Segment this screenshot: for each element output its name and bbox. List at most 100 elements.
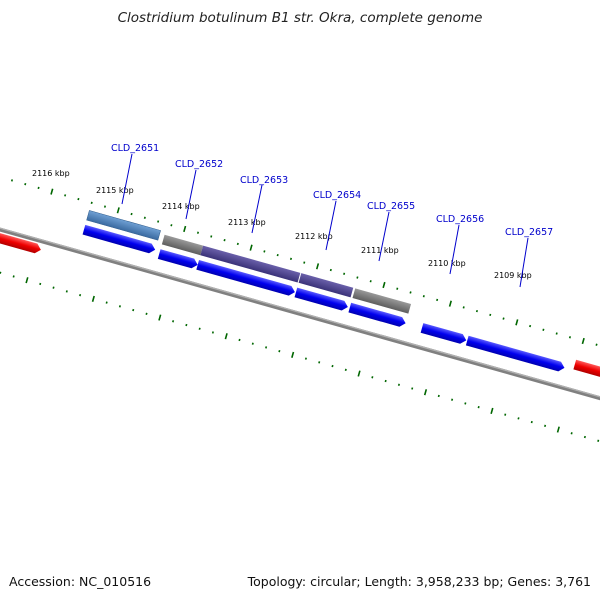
leader-line [121, 153, 133, 205]
gene-label-cld-2657[interactable]: CLD_2657 [505, 227, 553, 238]
kbp-label: 2113 kbp [228, 218, 266, 227]
leader-line [185, 169, 197, 220]
minor-tick [356, 276, 359, 279]
minor-tick [369, 280, 372, 283]
minor-tick [170, 224, 173, 227]
kbp-label: 2115 kbp [96, 186, 134, 195]
minor-tick [318, 361, 321, 364]
genome-track [0, 179, 600, 442]
minor-tick [529, 324, 532, 328]
minor-tick [211, 331, 214, 334]
gene-cld-2657[interactable] [465, 335, 566, 373]
minor-tick [411, 387, 414, 390]
minor-tick [331, 364, 334, 368]
minor-tick [210, 235, 213, 238]
outer-scale-ticks [10, 179, 598, 346]
minor-tick [12, 275, 15, 278]
kbp-label: 2116 kbp [32, 169, 70, 178]
minor-tick [236, 242, 239, 246]
cog-bar-cld-2653[interactable] [200, 245, 301, 283]
minor-tick [198, 327, 201, 330]
major-tick [116, 207, 120, 214]
gene-cld-2652[interactable] [157, 249, 199, 269]
gene-red-left[interactable] [0, 219, 42, 254]
gene-cld-2654[interactable] [294, 287, 350, 312]
minor-tick [185, 323, 188, 327]
minor-tick [568, 336, 572, 339]
minor-tick [52, 286, 55, 289]
gene-cld-2655[interactable] [348, 302, 407, 328]
gene-label-cld-2655[interactable]: CLD_2655 [367, 201, 415, 212]
major-tick [556, 426, 560, 433]
gene-red-right[interactable] [573, 359, 600, 390]
kbp-label: 2111 kbp [361, 246, 399, 255]
minor-tick [583, 435, 586, 439]
cog-bar-cld-2651[interactable] [86, 210, 161, 241]
minor-tick [475, 309, 479, 313]
leader-line [325, 200, 337, 251]
minor-tick [130, 212, 133, 216]
minor-tick [451, 398, 454, 401]
minor-tick [384, 379, 387, 383]
major-tick [224, 333, 228, 340]
minor-tick [304, 357, 307, 360]
major-tick [50, 188, 54, 195]
kbp-label: 2110 kbp [428, 259, 466, 268]
minor-tick [489, 313, 492, 317]
minor-tick [502, 317, 505, 320]
kbp-labels: 2116 kbp 2115 kbp 2114 kbp 2113 kbp 2112… [32, 169, 532, 280]
major-tick [357, 370, 361, 377]
minor-tick [132, 308, 135, 312]
minor-tick [10, 179, 14, 182]
major-tick [249, 244, 253, 251]
minor-tick [105, 301, 108, 304]
major-tick [515, 319, 519, 326]
minor-tick [65, 290, 68, 293]
major-tick [581, 337, 585, 345]
leader-line [378, 211, 390, 262]
major-tick [158, 314, 162, 321]
gene-cld-2651[interactable] [82, 224, 157, 255]
minor-tick [504, 413, 507, 416]
gene-cld-2653[interactable] [196, 260, 296, 297]
kbp-label: 2114 kbp [162, 202, 200, 211]
genome-summary-text: Topology: circular; Length: 3,958,233 bp… [247, 574, 591, 589]
major-tick [448, 300, 452, 307]
cog-bar-cld-2655[interactable] [352, 288, 412, 314]
minor-tick [143, 216, 146, 219]
minor-tick [37, 186, 40, 190]
leader-line [449, 224, 460, 275]
gene-cld-2656[interactable] [420, 323, 468, 345]
minor-tick [145, 312, 148, 315]
minor-tick [79, 293, 82, 297]
gene-label-cld-2651[interactable]: CLD_2651 [111, 143, 159, 154]
minor-tick [555, 332, 558, 335]
minor-tick [196, 231, 200, 234]
minor-tick [530, 420, 533, 424]
accession-text: Accession: NC_010516 [9, 574, 152, 589]
major-tick [490, 407, 494, 415]
gene-label-cld-2652[interactable]: CLD_2652 [175, 159, 223, 170]
kbp-label: 2112 kbp [295, 232, 333, 241]
kbp-label: 2109 kbp [494, 271, 532, 280]
minor-tick [371, 376, 374, 379]
minor-tick [544, 424, 547, 428]
minor-tick [464, 402, 467, 405]
gene-label-cld-2653[interactable]: CLD_2653 [240, 175, 288, 186]
gene-label-cld-2654[interactable]: CLD_2654 [313, 190, 361, 201]
minor-tick [437, 394, 440, 398]
minor-tick [597, 439, 600, 442]
minor-tick [396, 287, 399, 290]
minor-tick [263, 250, 266, 253]
cog-bar-cld-2654[interactable] [298, 273, 354, 298]
minor-tick [90, 201, 93, 205]
major-tick [382, 281, 386, 289]
minor-tick [329, 268, 332, 272]
minor-tick [172, 320, 175, 323]
minor-tick [436, 298, 439, 302]
gene-label-cld-2656[interactable]: CLD_2656 [436, 214, 484, 225]
cog-bar-cld-2652[interactable] [161, 234, 204, 256]
minor-tick [517, 417, 520, 420]
minor-tick [343, 272, 346, 275]
